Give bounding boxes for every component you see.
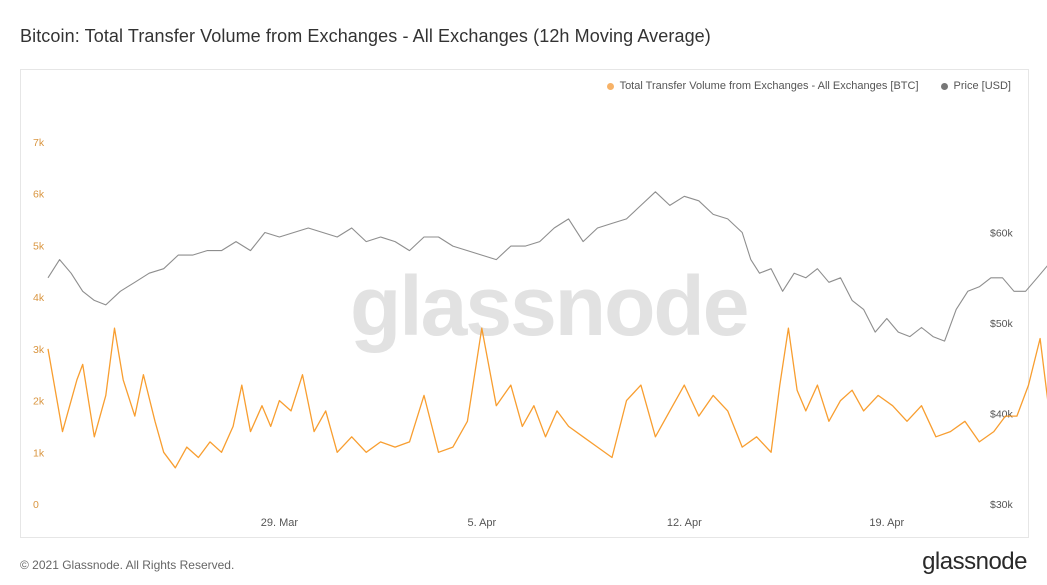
y-left-tick-label: 7k xyxy=(33,137,45,149)
y-left-tick-label: 4k xyxy=(33,292,45,304)
brand-logo: glassnode xyxy=(922,548,1027,575)
series-group xyxy=(47,191,1047,469)
series-line-volume xyxy=(47,327,1047,469)
series-line-price xyxy=(47,191,1047,342)
y-axis-right: $30k $40k $50k $60k xyxy=(990,228,1014,512)
y-axis-left: 0 1k 2k 3k 4k 5k 6k 7k xyxy=(33,137,45,511)
y-left-tick-label: 1k xyxy=(33,447,45,459)
y-left-tick-label: 0 xyxy=(33,499,39,511)
copyright-footer: © 2021 Glassnode. All Rights Reserved. xyxy=(20,558,235,572)
chart-panel xyxy=(20,69,1029,538)
legend-item-price[interactable]: Price [USD] xyxy=(940,80,1011,92)
legend-label-price: Price [USD] xyxy=(953,80,1011,92)
legend: Total Transfer Volume from Exchanges - A… xyxy=(606,80,1011,92)
x-tick-label: 19. Apr xyxy=(869,517,904,529)
y-left-tick-label: 3k xyxy=(33,344,45,356)
y-right-tick-label: $60k xyxy=(990,228,1014,240)
legend-label-volume: Total Transfer Volume from Exchanges - A… xyxy=(619,80,919,92)
x-tick-label: 12. Apr xyxy=(667,517,702,529)
y-right-tick-label: $40k xyxy=(990,409,1014,421)
chart-title: Bitcoin: Total Transfer Volume from Exch… xyxy=(20,26,711,46)
legend-dot-price-icon xyxy=(940,82,948,90)
legend-dot-volume-icon xyxy=(606,82,614,90)
y-right-tick-label: $50k xyxy=(990,318,1014,330)
y-left-tick-label: 2k xyxy=(33,396,45,408)
x-tick-label: 5. Apr xyxy=(467,517,496,529)
y-left-tick-label: 5k xyxy=(33,240,45,252)
y-right-tick-label: $30k xyxy=(990,499,1014,511)
x-tick-label: 29. Mar xyxy=(261,517,299,529)
legend-item-volume[interactable]: Total Transfer Volume from Exchanges - A… xyxy=(606,80,919,92)
y-left-tick-label: 6k xyxy=(33,189,45,201)
